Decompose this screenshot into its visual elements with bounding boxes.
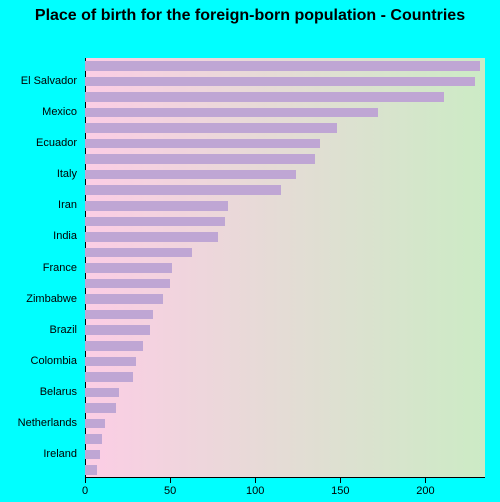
bar <box>85 434 102 444</box>
y-tick-label: El Salvador <box>0 75 77 87</box>
bar <box>85 61 480 71</box>
bar <box>85 123 337 133</box>
x-tick-label: 200 <box>405 485 445 497</box>
bar <box>85 170 296 180</box>
y-tick-label: Zimbabwe <box>0 293 77 305</box>
bar <box>85 185 281 195</box>
x-tick-label: 100 <box>235 485 275 497</box>
x-tick-mark <box>255 478 256 483</box>
bar <box>85 294 163 304</box>
bar <box>85 154 315 164</box>
bar <box>85 341 143 351</box>
bar <box>85 310 153 320</box>
bar <box>85 201 228 211</box>
bar <box>85 279 170 289</box>
y-tick-label: France <box>0 262 77 274</box>
y-tick-label: Colombia <box>0 355 77 367</box>
bar <box>85 325 150 335</box>
bar <box>85 232 218 242</box>
x-tick-label: 0 <box>65 485 105 497</box>
y-tick-label: Ireland <box>0 448 77 460</box>
bar <box>85 92 444 102</box>
y-tick-label: Iran <box>0 199 77 211</box>
bar <box>85 77 475 87</box>
y-tick-label: Belarus <box>0 386 77 398</box>
chart-container: Place of birth for the foreign-born popu… <box>0 0 500 502</box>
y-tick-label: India <box>0 230 77 242</box>
bar <box>85 263 172 273</box>
bar <box>85 419 105 429</box>
x-tick-mark <box>425 478 426 483</box>
bar <box>85 108 378 118</box>
x-tick-mark <box>170 478 171 483</box>
bar <box>85 450 100 460</box>
chart-title: Place of birth for the foreign-born popu… <box>0 6 500 26</box>
x-tick-mark <box>340 478 341 483</box>
x-tick-label: 150 <box>320 485 360 497</box>
x-tick-mark <box>85 478 86 483</box>
bar <box>85 139 320 149</box>
x-tick-label: 50 <box>150 485 190 497</box>
y-tick-label: Ecuador <box>0 137 77 149</box>
y-tick-label: Mexico <box>0 106 77 118</box>
y-tick-label: Brazil <box>0 324 77 336</box>
plot-area <box>85 58 485 478</box>
bar <box>85 465 97 475</box>
bar <box>85 248 192 258</box>
bar <box>85 217 225 227</box>
bar <box>85 357 136 367</box>
bar <box>85 372 133 382</box>
y-tick-label: Italy <box>0 168 77 180</box>
y-tick-label: Netherlands <box>0 417 77 429</box>
bar <box>85 388 119 398</box>
bar <box>85 403 116 413</box>
